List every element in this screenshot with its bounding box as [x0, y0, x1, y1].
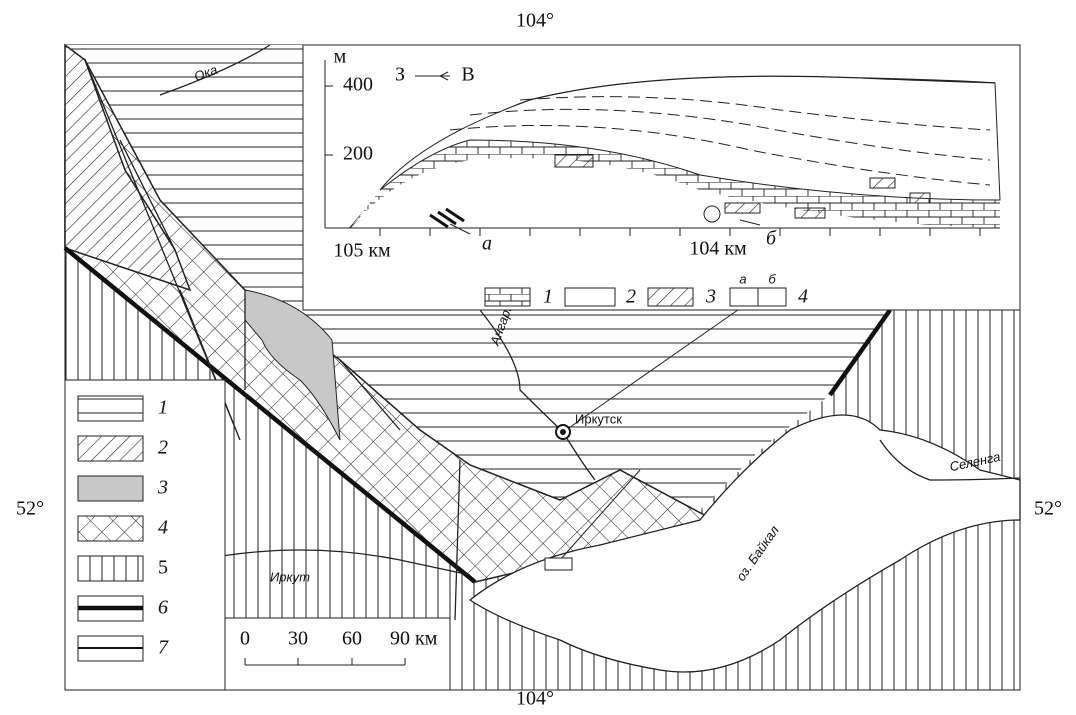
inset-legend-sub: а	[739, 271, 746, 286]
inset-y-label: 400	[343, 74, 373, 96]
swatch-4	[78, 516, 143, 541]
marker-b-body	[704, 206, 720, 222]
legend-label: 6	[158, 597, 168, 619]
swatch-3	[78, 476, 143, 501]
scale-label: 30	[288, 628, 308, 650]
marker-b: б	[766, 228, 777, 250]
dir-east: В	[461, 64, 474, 86]
inset: м 400 200 З В 105 км 104 км а б 1 2 3 а …	[303, 45, 1020, 310]
geologic-map: 104° 104° 52° 52° Ока Ангара Иркут Селен…	[0, 0, 1076, 715]
inset-x-label: 105 км	[333, 240, 391, 262]
inset-swatch	[485, 288, 530, 306]
legend-label: 2	[158, 437, 168, 459]
marker-a: а	[482, 233, 492, 255]
lon-bottom: 104°	[516, 688, 554, 710]
inset-x-label: 104 км	[689, 238, 747, 260]
lat-left: 52°	[16, 498, 44, 520]
inset-unit: м	[334, 46, 347, 68]
city-dot	[560, 429, 566, 435]
inset-legend-label: 3	[705, 286, 716, 308]
inset-legend-label: 1	[543, 286, 553, 308]
legend-label: 1	[158, 397, 168, 419]
legend-label: 7	[158, 637, 169, 659]
scale-label: 60	[342, 628, 362, 650]
inset-swatch	[758, 288, 786, 306]
inset-legend-label: 4	[798, 286, 808, 308]
inset-legend-sub: б	[768, 271, 776, 286]
inset-legend-label: 2	[626, 286, 636, 308]
site-marker	[545, 558, 572, 570]
legend-label: 4	[158, 517, 168, 539]
inset-y-label: 200	[343, 143, 373, 165]
legend: 1 2 3 4 5 6 7	[65, 380, 225, 690]
inset-swatch	[648, 288, 693, 306]
swatch-2	[78, 436, 143, 461]
label-irkut: Иркут	[270, 569, 310, 584]
label-irkutsk: Иркутск	[575, 411, 622, 426]
lon-top: 104°	[516, 10, 554, 32]
scale-bar: 0 30 60 90 км	[225, 618, 450, 690]
swatch-5	[78, 556, 143, 581]
inset-swatch	[565, 288, 615, 306]
swatch-1	[78, 396, 143, 421]
lat-right: 52°	[1034, 498, 1062, 520]
inset-swatch	[730, 288, 758, 306]
scale-label: 90 км	[390, 628, 438, 650]
scale-label: 0	[240, 628, 250, 650]
dir-west: З	[395, 64, 405, 86]
legend-label: 3	[157, 477, 168, 499]
legend-label: 5	[158, 557, 168, 579]
